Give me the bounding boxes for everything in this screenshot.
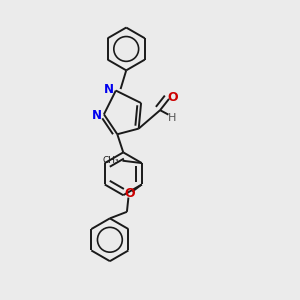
Text: N: N <box>92 109 102 122</box>
Text: CH₃: CH₃ <box>102 156 119 165</box>
Text: O: O <box>124 188 135 200</box>
Text: O: O <box>167 92 178 104</box>
Text: H: H <box>168 112 176 123</box>
Text: N: N <box>104 82 114 96</box>
